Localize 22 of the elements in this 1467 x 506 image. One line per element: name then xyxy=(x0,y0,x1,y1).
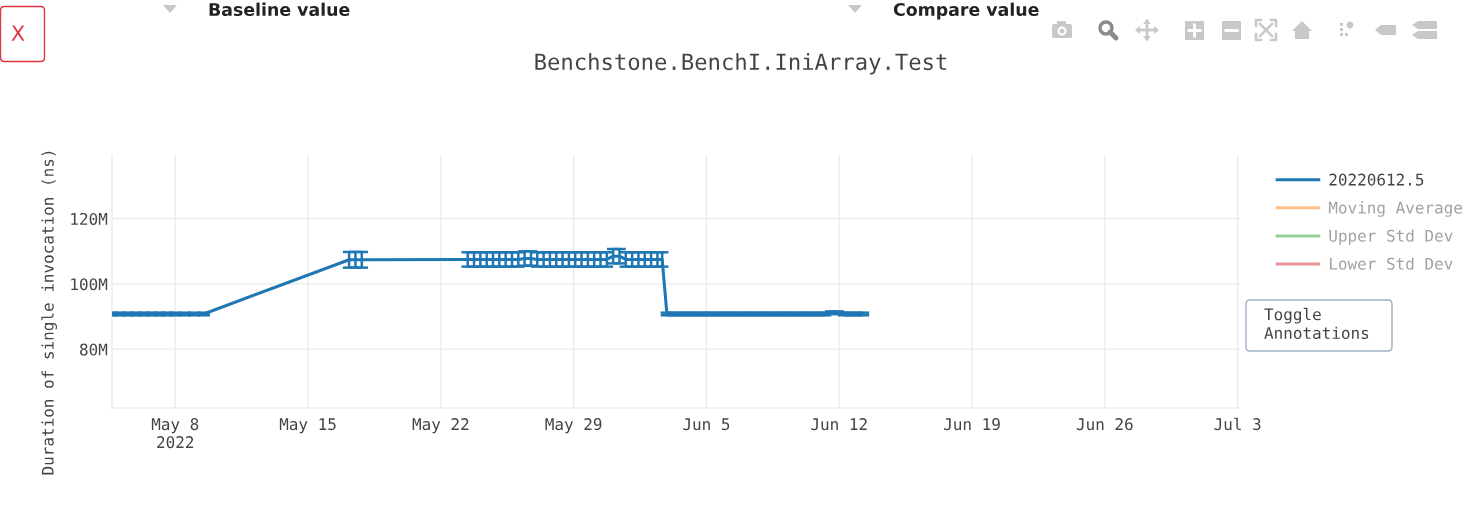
x-tick-label: May 22 xyxy=(412,418,469,434)
x-tick-label: May 15 xyxy=(279,418,336,434)
text: Baseline value xyxy=(209,2,350,17)
text: X xyxy=(11,25,25,41)
legend-label: Lower Std Dev xyxy=(1329,257,1453,270)
chart-title: Benchstone.BenchI.IniArray.Test xyxy=(535,52,947,75)
legend-label: Moving Average xyxy=(1328,201,1462,217)
y-tick-label: 120M xyxy=(71,212,108,225)
x-tick-label: Jun 12 xyxy=(811,418,867,431)
text: Toggle Annotations xyxy=(1264,307,1369,340)
legend-label: 20220612.5 xyxy=(1329,173,1424,186)
x-tick-label: Jun 26 xyxy=(1076,418,1133,431)
text: Compare value xyxy=(893,2,1039,20)
y-axis-title: Duration of single invocation (ns) xyxy=(41,151,57,475)
legend-label: Upper Std Dev xyxy=(1329,229,1453,245)
y-tick-label: 80M xyxy=(80,343,108,356)
x-tick-label: May 29 xyxy=(545,418,602,434)
y-tick-label: 100M xyxy=(71,278,108,291)
x-tick-label: Jun 19 xyxy=(944,418,1000,431)
x-tick-label: Jul 3 xyxy=(1214,417,1261,431)
x-tick-label: Jun 5 xyxy=(683,418,730,431)
x-tick-label: May 8 2022 xyxy=(151,418,199,449)
